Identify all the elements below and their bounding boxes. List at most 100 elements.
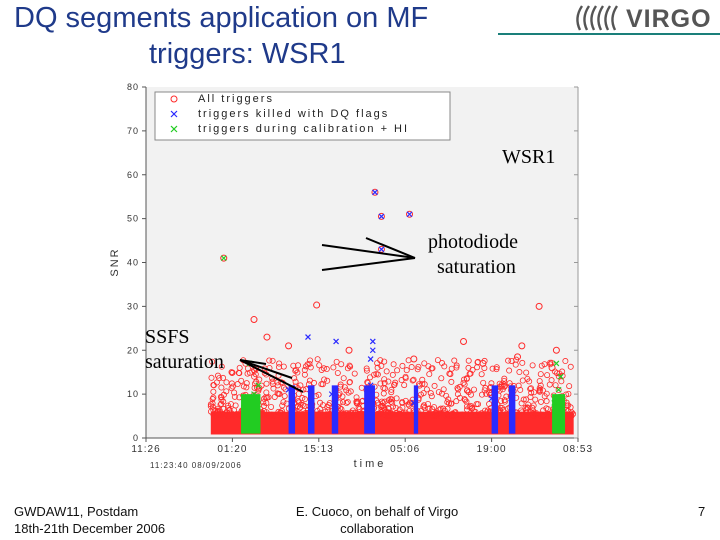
dense-trigger-mark [540, 413, 547, 420]
x-tick-label: 01:20 [217, 444, 247, 455]
dense-trigger-mark [260, 399, 267, 406]
dense-trigger-mark [333, 358, 340, 365]
dense-trigger-mark [399, 362, 406, 369]
dense-trigger-mark [353, 398, 360, 405]
dense-trigger-mark [445, 396, 452, 403]
dense-trigger-mark [463, 387, 470, 394]
virgo-logo-wordmark: VIRGO [626, 5, 712, 33]
dense-trigger-mark [271, 393, 278, 400]
dense-trigger-mark [438, 409, 445, 416]
dense-trigger-mark [460, 413, 467, 420]
dense-trigger-mark [501, 398, 508, 405]
dense-trigger-mark [266, 412, 273, 419]
dense-trigger-mark [315, 391, 322, 398]
dense-trigger-mark [334, 369, 341, 376]
dense-trigger-mark [537, 371, 544, 378]
dense-trigger-mark [226, 413, 233, 420]
dense-trigger-mark [419, 376, 426, 383]
killed-trigger-block [508, 385, 516, 434]
dense-trigger-mark [427, 390, 434, 397]
dense-trigger-mark [377, 357, 384, 364]
dense-trigger-mark [209, 358, 216, 365]
dense-trigger-mark [555, 387, 562, 394]
dense-trigger-mark [388, 386, 395, 393]
dense-trigger-mark [356, 406, 363, 413]
legend-entry: triggers during calibration + HI [170, 123, 407, 135]
legend-box [154, 91, 451, 141]
dense-trigger-mark [266, 357, 273, 364]
dense-trigger-mark [518, 400, 525, 407]
dense-trigger-mark [292, 378, 299, 385]
dense-trigger-mark [381, 379, 388, 386]
dense-trigger-mark [408, 364, 415, 371]
dense-trigger-mark [261, 402, 268, 409]
dense-trigger-mark [306, 377, 313, 384]
dense-trigger-mark [417, 391, 424, 398]
dense-trigger-mark [235, 369, 242, 376]
dense-trigger-mark [273, 411, 280, 418]
dense-trigger-mark [530, 402, 537, 409]
trigger-point [250, 316, 258, 324]
dense-trigger-mark [468, 405, 475, 412]
y-tick-label: 60 [127, 170, 139, 180]
dense-trigger-mark [295, 390, 302, 397]
dense-trigger-mark [530, 413, 537, 420]
dense-trigger-mark [493, 364, 500, 371]
dense-trigger-mark [280, 363, 287, 370]
dense-trigger-mark [349, 407, 356, 414]
dense-trigger-mark [255, 387, 262, 394]
dense-trigger-mark [212, 413, 219, 420]
trigger-point [285, 386, 292, 393]
dense-trigger-mark [216, 375, 223, 382]
dense-trigger-mark [428, 365, 435, 372]
calibration-trigger-block [241, 394, 261, 434]
dense-trigger-mark [448, 378, 455, 385]
y-tick-label: 70 [127, 126, 139, 136]
trigger-point [460, 337, 468, 345]
dense-trigger-mark [265, 394, 272, 401]
dense-trigger-mark [428, 393, 435, 400]
dense-trigger-mark [517, 386, 524, 393]
trigger-point [553, 360, 560, 367]
dense-trigger-mark [364, 379, 371, 386]
dense-trigger-mark [281, 393, 288, 400]
trigger-point [242, 404, 249, 411]
dense-trigger-mark [453, 362, 460, 369]
dense-trigger-mark [381, 398, 388, 405]
dense-trigger-mark [498, 383, 505, 390]
dense-trigger-mark [440, 405, 447, 412]
legend-label: All triggers [198, 93, 274, 105]
dense-trigger-mark [246, 369, 253, 376]
dense-trigger-mark [453, 364, 460, 371]
trigger-point [255, 382, 262, 389]
dense-trigger-mark [251, 384, 258, 391]
dense-trigger-mark [527, 385, 534, 392]
dense-trigger-mark [223, 379, 230, 386]
dense-trigger-mark [343, 400, 350, 407]
dense-trigger-mark [345, 389, 352, 396]
dense-trigger-mark [210, 388, 217, 395]
dense-trigger-mark [478, 371, 485, 378]
trigger-point [551, 399, 558, 406]
dense-trigger-mark [394, 367, 401, 374]
dense-trigger-mark [268, 403, 275, 410]
dense-trigger-mark [431, 404, 438, 411]
ssfs-annotation-line1: SSFS [145, 326, 190, 348]
trigger-point [369, 338, 376, 345]
dense-trigger-mark [320, 365, 327, 372]
legend-marker [170, 95, 178, 103]
dense-trigger-mark [467, 402, 474, 409]
dense-trigger-mark [448, 400, 455, 407]
dense-trigger-mark [325, 402, 332, 409]
dense-trigger-mark [445, 400, 452, 407]
dense-trigger-mark [389, 371, 396, 378]
dense-trigger-mark [508, 357, 515, 364]
dense-trigger-mark [544, 372, 551, 379]
wsr1-annotation: WSR1 [502, 146, 556, 168]
dense-trigger-mark [537, 382, 544, 389]
dense-trigger-mark [380, 399, 387, 406]
trigger-point [410, 355, 418, 363]
dense-trigger-mark [432, 409, 439, 416]
dense-trigger-mark [223, 388, 230, 395]
